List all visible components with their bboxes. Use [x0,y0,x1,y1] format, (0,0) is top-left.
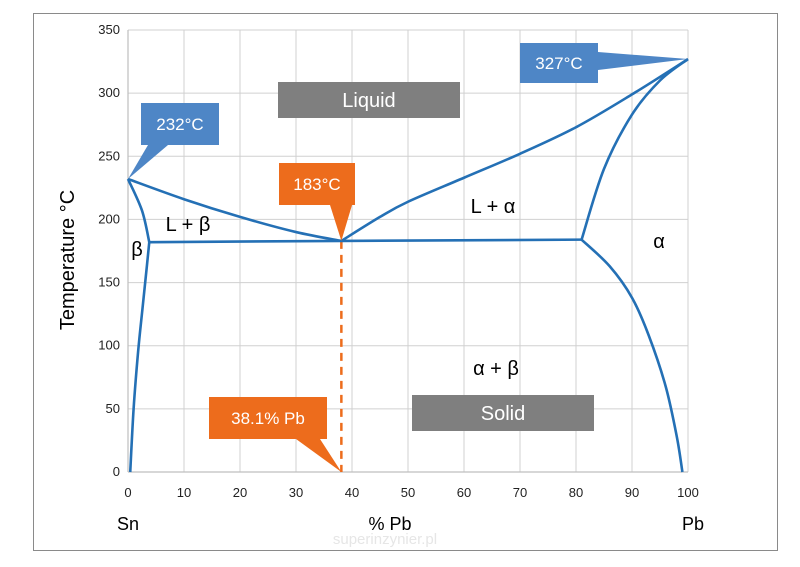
x-tick-label: 10 [177,485,191,500]
callout-box [520,43,598,83]
callout-pointer [330,205,352,241]
boundary-solidus-alpha [580,58,689,241]
callout-pointer [128,145,168,180]
x-tick-label: 40 [345,485,359,500]
x-tick-label: 60 [457,485,471,500]
figure-frame [33,13,778,551]
x-tick-label: 80 [569,485,583,500]
boundary-liquidus-right [340,57,689,243]
watermark: superinzynier.pl [333,531,437,548]
left-end-label: Sn [117,514,139,534]
x-tick-label: 30 [289,485,303,500]
region-label-solid: Solid [481,403,525,425]
callout-label: 232°C [156,115,203,134]
region-label: β [131,239,143,261]
callout-box [279,163,355,205]
y-tick-label: 300 [98,85,120,100]
region-label: L + α [471,196,516,218]
callout-label: 38.1% Pb [231,409,305,428]
callout-box [209,397,327,439]
boundary-eutectic-line [149,238,582,244]
x-tick-label: 0 [124,485,131,500]
region-label: L + β [166,214,211,236]
callout-box [141,103,219,145]
y-tick-label: 200 [98,211,120,226]
y-tick-label: 250 [98,148,120,163]
region-label: α [653,231,665,253]
callout-pointer [296,439,342,472]
x-tick-label: 50 [401,485,415,500]
region-label-liquid: Liquid [342,90,395,112]
x-tick-label: 70 [513,485,527,500]
callouts: 232°C 327°C 183°C 38.1% Pb [128,43,688,472]
boundary-solvus-alpha [580,238,684,473]
boundary-solvus-beta [128,242,151,473]
y-tick-label: 350 [98,22,120,37]
boundary-liquidus-left [127,177,342,243]
region-box-solid [412,395,594,431]
region-label: α + β [473,358,519,380]
y-tick-label: 0 [113,464,120,479]
callout-label: 327°C [535,54,582,73]
region-box-liquid [278,82,460,118]
x-tick-label: 100 [677,485,699,500]
region-labels: Liquid Solid L + β L + α β α α + β [131,82,665,431]
callout-label: 183°C [293,175,340,194]
y-axis-label: Temperature °C [57,190,79,330]
x-tick-label: 90 [625,485,639,500]
y-tick-label: 100 [98,338,120,353]
boundary-solidus-beta [126,178,151,243]
x-tick-label: 20 [233,485,247,500]
right-end-label: Pb [682,514,704,534]
callout-pointer [598,52,688,70]
x-axis-label: % Pb [368,514,411,534]
axes: 0 10 20 30 40 50 60 70 80 90 100 0 50 100 150 200 250 300… [98,22,699,500]
y-tick-label: 150 [98,275,120,290]
y-tick-label: 50 [106,401,120,416]
